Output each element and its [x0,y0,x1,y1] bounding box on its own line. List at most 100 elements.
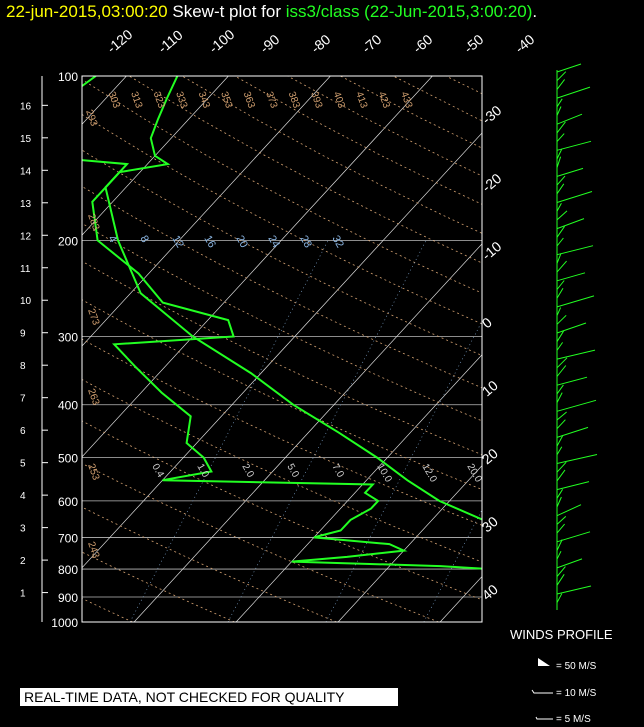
plot-area [82,76,644,622]
title-datetime: 22-jun-2015,03:00:20 [6,2,168,21]
height-tick-label: 15 [20,134,32,145]
pressure-tick-label: 400 [58,399,78,413]
height-tick-label: 9 [20,329,26,340]
pressure-tick-label: 1000 [51,616,78,630]
wind-barb [556,384,564,395]
wind-barb [556,253,562,264]
dry-adiabat-label: 243 [85,540,101,560]
wind-barb [556,550,562,560]
wind-barb [556,593,563,603]
temp-tick-top: -60 [410,31,436,56]
wind-legend-10: = 10 M/S [556,688,597,699]
wind-barb [556,489,564,499]
dry-adiabat [392,76,482,122]
mixing-ratio-label: 8 [137,234,150,245]
wind-barb [556,295,595,308]
wind-legend-50: = 50 M/S [556,661,597,672]
dry-adiabat-label: 373 [263,90,279,110]
dry-adiabat-label: 363 [241,90,257,110]
wind-legend-50-barb [538,658,550,666]
wind-barb [556,237,564,247]
wind-barb [556,86,591,99]
moist-label: 5.0 [284,462,301,480]
wind-barb [556,113,583,125]
dry-adiabat-label: 323 [151,90,167,110]
wind-barb [556,365,567,377]
height-tick-label: 4 [20,491,26,502]
temp-tick-right: -10 [479,238,505,263]
plot-frame [81,75,483,623]
mixing-ratio-label: 20 [233,234,250,251]
isotherm [439,575,482,622]
height-tick-label: 6 [20,426,26,437]
temp-tick-top: -70 [359,31,385,56]
wind-barb [556,202,562,212]
wind-barb [556,106,562,116]
temperature-profile [104,76,482,521]
wind-barb [556,539,563,551]
wind-barb [556,280,565,290]
dry-adiabat-label: 383 [286,90,302,110]
height-tick-label: 13 [20,199,32,210]
wind-barb [556,330,565,342]
height-tick-label: 8 [20,361,26,372]
wind-barb [556,446,563,456]
pressure-tick-label: 600 [58,495,78,509]
dry-adiabat [128,76,482,264]
dry-adiabat-label: 333 [173,90,189,110]
wind-barb [556,469,566,482]
moist-label: 0.4 [149,462,166,480]
pressure-tick-label: 500 [58,452,78,466]
temp-tick-right: 0 [479,314,495,331]
dry-adiabat [82,338,482,526]
title-label: Skew-t plot for [172,2,282,21]
wind-barb [556,272,586,282]
mixing-ratio-line [620,240,644,622]
wind-barb [556,140,592,151]
height-tick-label: 5 [20,459,26,470]
wind-barb [556,167,584,177]
pressure-tick-label: 900 [58,591,78,605]
moist-label: 2.0 [239,462,256,480]
wind-barb [556,210,568,221]
dry-adiabat-label: 413 [353,90,369,110]
wind-legend-10-barb [531,689,553,694]
dry-adiabat [82,260,482,456]
mixing-ratio-line [423,509,482,622]
wind-barb [556,218,585,230]
height-tick-label: 10 [20,296,32,307]
temp-tick-top: -100 [206,26,238,56]
mixing-ratio-label: 32 [329,234,346,251]
dry-adiabat-label: 393 [308,90,324,110]
dry-adiabat-label: 263 [85,387,101,407]
wind-barb [556,411,567,421]
wind-barb [556,287,564,299]
dry-adiabat [82,79,482,294]
wind-barb [556,399,597,412]
temp-tick-top: -90 [257,31,283,56]
dry-adiabat [82,185,482,389]
wind-barb [556,504,582,517]
wind-barb [556,481,590,491]
wind-barb [556,434,564,447]
height-tick-label: 3 [20,524,26,535]
moist-label: 7.0 [329,462,346,480]
isotherm [82,132,482,569]
dry-adiabat-label: 313 [128,90,144,110]
height-tick-label: 7 [20,394,26,405]
wind-barb [556,376,588,386]
pressure-tick-label: 300 [58,331,78,345]
dry-adiabat-label: 303 [106,90,122,110]
wind-barb [556,71,567,82]
height-tick-label: 16 [20,101,32,112]
dry-adiabat [445,76,482,95]
wind-barb [556,523,565,534]
isotherm [82,76,229,236]
wind-barb [556,133,565,142]
isotherm [133,243,482,622]
height-tick-label: 2 [20,556,26,567]
temp-tick-top: -110 [155,27,186,57]
mixing-ratio-label: 28 [297,234,314,251]
wind-barb [556,63,582,73]
title-period: . [532,2,538,21]
